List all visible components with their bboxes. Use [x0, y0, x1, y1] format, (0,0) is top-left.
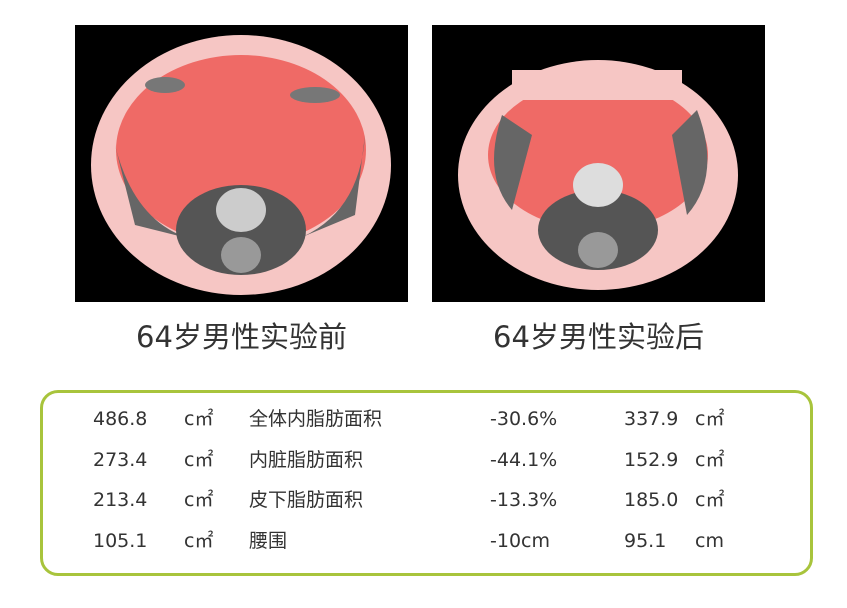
before-value: 213.4	[93, 489, 148, 511]
unit: c㎡	[184, 489, 214, 511]
after-value: 152.9	[624, 448, 679, 471]
unit: c㎡	[695, 489, 725, 511]
after-value: 337.9	[624, 408, 679, 430]
unit: cm	[695, 529, 724, 552]
metric-label: 腰围	[249, 529, 288, 552]
change: -13.3%	[490, 489, 558, 511]
unit: c㎡	[695, 448, 725, 471]
caption: 64岁男性实验后	[493, 320, 704, 354]
change: -44.1%	[490, 448, 558, 471]
unit: c㎡	[184, 529, 214, 552]
change: -30.6%	[490, 408, 558, 430]
after-value: 185.0	[624, 489, 679, 511]
unit: c㎡	[184, 448, 214, 471]
unit: c㎡	[695, 408, 725, 430]
ct-scan-after	[432, 25, 765, 302]
metric-label: 皮下脂肪面积	[249, 489, 364, 511]
before-value: 273.4	[93, 448, 148, 471]
after-value: 95.1	[624, 529, 667, 552]
before-value: 486.8	[93, 408, 148, 430]
comparison-table: 486.8 c㎡ 全体内脂肪面积 -30.6% 337.9 c㎡ 273.4 c㎡ 内脏脂肪面积…	[40, 390, 813, 576]
caption: 64岁男性实验前	[136, 320, 347, 354]
ct-scan-before	[75, 25, 408, 302]
metric-label: 内脏脂肪面积	[249, 448, 364, 471]
change: -10cm	[490, 529, 550, 552]
metric-label: 全体内脂肪面积	[249, 408, 383, 430]
unit: c㎡	[184, 408, 214, 430]
before-value: 105.1	[93, 529, 148, 552]
